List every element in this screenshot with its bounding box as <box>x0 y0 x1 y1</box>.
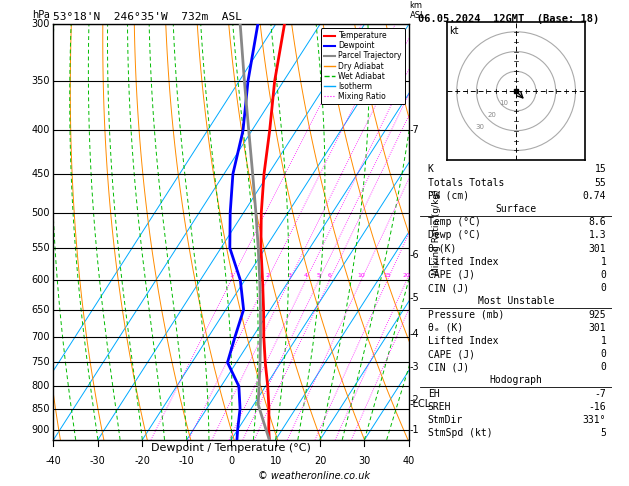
Text: 3: 3 <box>287 273 291 278</box>
Text: Mixing Ratio (g/kg): Mixing Ratio (g/kg) <box>432 189 441 275</box>
Text: -30: -30 <box>90 456 106 467</box>
Text: -2: -2 <box>409 395 420 405</box>
Text: km
ASL: km ASL <box>409 1 425 20</box>
Text: PW (cm): PW (cm) <box>428 191 469 201</box>
Text: StmSpd (kt): StmSpd (kt) <box>428 428 493 438</box>
Text: -40: -40 <box>45 456 62 467</box>
Text: 1: 1 <box>230 273 233 278</box>
Text: -10: -10 <box>179 456 194 467</box>
Text: K: K <box>428 164 434 174</box>
Text: 06.05.2024  12GMT  (Base: 18): 06.05.2024 12GMT (Base: 18) <box>418 14 599 24</box>
Text: 8.6: 8.6 <box>589 217 606 227</box>
Text: 15: 15 <box>594 164 606 174</box>
Text: 20: 20 <box>314 456 326 467</box>
Text: Lifted Index: Lifted Index <box>428 257 498 267</box>
Text: 4: 4 <box>304 273 308 278</box>
Text: 20: 20 <box>488 112 497 118</box>
Text: 900: 900 <box>31 425 50 434</box>
Text: 331°: 331° <box>582 415 606 425</box>
Text: 925: 925 <box>589 310 606 319</box>
Text: -7: -7 <box>409 125 420 136</box>
Text: Dewp (°C): Dewp (°C) <box>428 230 481 241</box>
Text: 300: 300 <box>31 19 50 29</box>
Text: 1: 1 <box>601 257 606 267</box>
Text: 350: 350 <box>31 76 50 86</box>
Text: 450: 450 <box>31 169 50 179</box>
Text: 0: 0 <box>601 270 606 280</box>
Text: CIN (J): CIN (J) <box>428 362 469 372</box>
Text: 1.3: 1.3 <box>589 230 606 241</box>
Text: 750: 750 <box>31 357 50 367</box>
Text: -4: -4 <box>409 330 419 339</box>
Text: -6: -6 <box>409 250 419 260</box>
Text: 53°18'N  246°35'W  732m  ASL: 53°18'N 246°35'W 732m ASL <box>53 12 242 22</box>
Text: 0: 0 <box>601 362 606 372</box>
Text: -20: -20 <box>135 456 150 467</box>
Text: 301: 301 <box>589 323 606 333</box>
Text: 0: 0 <box>601 283 606 293</box>
Text: CAPE (J): CAPE (J) <box>428 270 475 280</box>
Text: 800: 800 <box>31 381 50 391</box>
Text: θₑ (K): θₑ (K) <box>428 323 463 333</box>
Text: 700: 700 <box>31 332 50 342</box>
Text: θₑ(K): θₑ(K) <box>428 243 457 254</box>
Text: Hodograph: Hodograph <box>489 376 543 385</box>
Text: 5: 5 <box>317 273 321 278</box>
Text: -5: -5 <box>409 293 420 303</box>
Text: Surface: Surface <box>496 204 537 214</box>
Text: 5: 5 <box>601 428 606 438</box>
Text: StmDir: StmDir <box>428 415 463 425</box>
Text: 650: 650 <box>31 305 50 314</box>
Text: Lifted Index: Lifted Index <box>428 336 498 346</box>
Text: Pressure (mb): Pressure (mb) <box>428 310 504 319</box>
Text: 15: 15 <box>384 273 391 278</box>
Text: 55: 55 <box>594 177 606 188</box>
Text: Temp (°C): Temp (°C) <box>428 217 481 227</box>
Text: 500: 500 <box>31 208 50 218</box>
Text: 0: 0 <box>601 349 606 359</box>
Text: CIN (J): CIN (J) <box>428 283 469 293</box>
Text: 400: 400 <box>31 125 50 136</box>
Text: 1: 1 <box>601 336 606 346</box>
Text: -1: -1 <box>409 425 419 434</box>
Text: 10: 10 <box>499 100 509 106</box>
Text: SREH: SREH <box>428 402 452 412</box>
Text: -LCL: -LCL <box>409 399 431 409</box>
Text: 30: 30 <box>359 456 370 467</box>
Text: 40: 40 <box>403 456 415 467</box>
Text: 10: 10 <box>357 273 365 278</box>
Text: -7: -7 <box>594 389 606 399</box>
Legend: Temperature, Dewpoint, Parcel Trajectory, Dry Adiabat, Wet Adiabat, Isotherm, Mi: Temperature, Dewpoint, Parcel Trajectory… <box>321 28 405 104</box>
Text: 6: 6 <box>328 273 331 278</box>
Text: Totals Totals: Totals Totals <box>428 177 504 188</box>
Text: 2: 2 <box>265 273 269 278</box>
Text: © weatheronline.co.uk: © weatheronline.co.uk <box>259 471 370 481</box>
Text: 0.74: 0.74 <box>582 191 606 201</box>
Text: hPa: hPa <box>32 10 50 20</box>
Text: 30: 30 <box>476 124 485 130</box>
Text: Most Unstable: Most Unstable <box>478 296 554 306</box>
Text: -16: -16 <box>589 402 606 412</box>
Text: 20: 20 <box>403 273 411 278</box>
Text: 550: 550 <box>31 243 50 253</box>
X-axis label: Dewpoint / Temperature (°C): Dewpoint / Temperature (°C) <box>151 443 311 452</box>
Text: 0: 0 <box>228 456 234 467</box>
Text: EH: EH <box>428 389 440 399</box>
Text: 850: 850 <box>31 404 50 414</box>
Text: 301: 301 <box>589 243 606 254</box>
Text: kt: kt <box>449 26 459 36</box>
Text: CAPE (J): CAPE (J) <box>428 349 475 359</box>
Text: 600: 600 <box>31 275 50 285</box>
Text: 10: 10 <box>269 456 282 467</box>
Text: -3: -3 <box>409 363 419 372</box>
